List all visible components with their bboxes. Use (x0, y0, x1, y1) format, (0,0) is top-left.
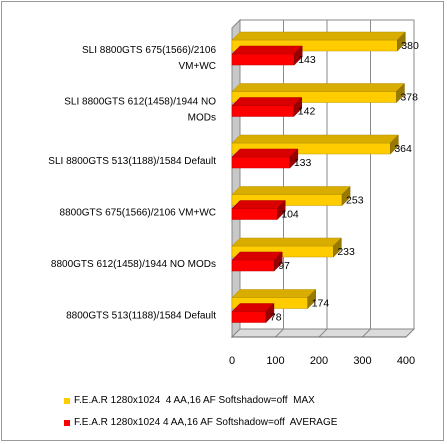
bar-top-0 (231, 83, 406, 92)
category-label: 8800GTS 675(1566)/2106 VM+WC (60, 207, 216, 218)
bar-side-1 (276, 199, 286, 221)
category-label: 8800GTS 612(1458)/1944 NO MODs (51, 259, 216, 270)
gridline-floor (405, 328, 415, 338)
bar-side-1 (273, 251, 283, 272)
bar-side-0 (396, 82, 405, 104)
bar-top-1 (231, 200, 286, 209)
bar-1 (231, 53, 295, 66)
bar-1 (231, 311, 267, 323)
bar-top-0 (231, 31, 406, 41)
legend-label-max: F.E.A.R 1280x1024 4 AA,16 AF Softshadow=… (74, 395, 315, 406)
data-label: 142 (298, 106, 316, 118)
bar-top-1 (231, 45, 303, 55)
legend-swatch-average (64, 419, 70, 426)
bar-side-0 (390, 134, 399, 155)
x-tick-label: 0 (229, 355, 235, 367)
bar-top-1 (231, 97, 303, 106)
data-label: 380 (401, 40, 419, 52)
legend-label-average: F.E.A.R 1280x1024 4 AA,16 AF Softshadow=… (74, 417, 338, 428)
data-label: 174 (312, 298, 330, 310)
x-tick-label: 100 (266, 355, 284, 367)
data-label: 233 (337, 246, 355, 258)
gridline-floor (275, 328, 284, 338)
bar-side-1 (265, 302, 275, 324)
legend-item-max: F.E.A.R 1280x1024 4 AA,16 AF Softshadow=… (64, 395, 315, 406)
category-label: 8800GTS 513(1188)/1584 Default (66, 310, 216, 321)
bar-1 (231, 105, 295, 117)
gridline-floor (362, 328, 371, 338)
bar-top-0 (231, 186, 351, 195)
category-label: VM+WC (179, 61, 217, 72)
data-label: 253 (346, 195, 364, 207)
legend-swatch-max (64, 397, 70, 404)
bar-top-1 (231, 148, 299, 158)
bar-side-0 (307, 288, 316, 310)
bar-1 (231, 208, 278, 220)
bar-side-0 (341, 185, 351, 207)
bar-1 (231, 156, 291, 169)
side-wall (231, 18, 241, 339)
category-label: SLI 8800GTS 675(1566)/2106 (82, 45, 216, 56)
data-label: 97 (278, 260, 290, 272)
data-label: 104 (281, 209, 299, 221)
category-label: MODs (188, 112, 216, 123)
x-tick-label: 200 (310, 355, 328, 367)
data-label: 78 (270, 312, 282, 324)
bar-top-1 (231, 251, 283, 261)
category-label: SLI 8800GTS 513(1188)/1584 Default (48, 156, 216, 167)
data-label: 143 (298, 54, 316, 66)
x-tick-label: 300 (353, 355, 371, 367)
bar-side-1 (293, 45, 303, 66)
gridline-floor (318, 328, 328, 338)
bar-1 (231, 259, 275, 272)
data-label: 364 (394, 143, 412, 155)
bar-side-0 (333, 237, 342, 258)
legend-item-average: F.E.A.R 1280x1024 4 AA,16 AF Softshadow=… (64, 417, 337, 428)
bar-top-0 (231, 289, 317, 298)
category-label: SLI 8800GTS 612(1458)/1944 NO (64, 96, 216, 107)
data-label: 133 (294, 157, 312, 169)
data-label: 378 (400, 92, 418, 104)
bar-side-1 (289, 148, 299, 169)
bar-top-0 (231, 237, 342, 247)
bar-side-0 (397, 31, 406, 52)
x-tick-label: 400 (397, 355, 415, 367)
bar-top-0 (231, 134, 399, 144)
bar-side-1 (293, 96, 303, 118)
